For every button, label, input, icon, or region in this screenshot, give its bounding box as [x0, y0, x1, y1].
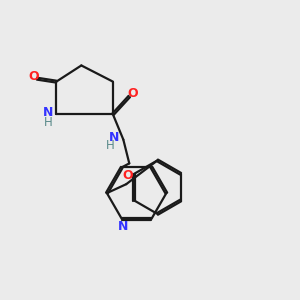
- Text: O: O: [127, 87, 138, 100]
- Text: H: H: [44, 116, 52, 129]
- Text: N: N: [109, 131, 119, 144]
- Text: N: N: [43, 106, 53, 119]
- Text: O: O: [122, 169, 133, 182]
- Text: O: O: [28, 70, 39, 83]
- Text: N: N: [118, 220, 128, 233]
- Text: H: H: [106, 139, 114, 152]
